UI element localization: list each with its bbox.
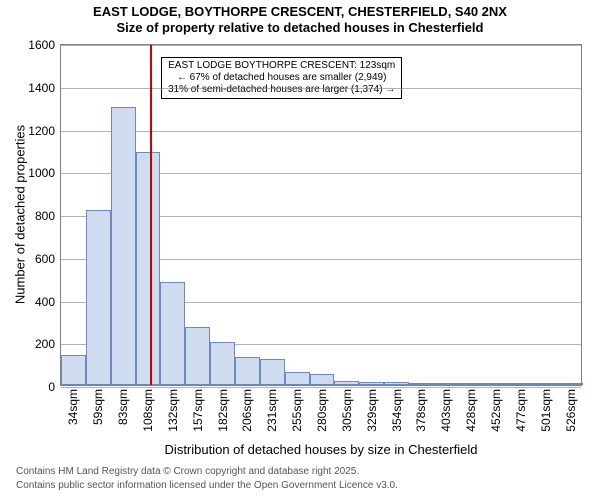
- annotation-line-3: 31% of semi-detached houses are larger (…: [168, 84, 395, 96]
- xtick-label: 477sqm: [514, 389, 528, 432]
- xtick-label: 206sqm: [240, 389, 254, 432]
- ytick-label: 1200: [28, 124, 55, 138]
- xtick-label: 526sqm: [564, 389, 578, 432]
- gridline: [61, 45, 581, 46]
- gridline: [61, 88, 581, 89]
- xtick-label: 280sqm: [315, 389, 329, 432]
- bar: [111, 107, 136, 385]
- xtick-label: 59sqm: [91, 389, 105, 425]
- xtick-label: 403sqm: [439, 389, 453, 432]
- bar: [160, 282, 185, 385]
- bar: [86, 210, 111, 385]
- bar: [359, 382, 384, 385]
- annotation-line-2: ← 67% of detached houses are smaller (2,…: [168, 72, 395, 84]
- ytick-label: 200: [35, 337, 55, 351]
- ytick-label: 0: [48, 380, 55, 394]
- titles: EAST LODGE, BOYTHORPE CRESCENT, CHESTERF…: [0, 0, 600, 35]
- bar: [434, 383, 459, 385]
- ytick-label: 400: [35, 295, 55, 309]
- annotation-line-1: EAST LODGE BOYTHORPE CRESCENT: 123sqm: [168, 60, 395, 72]
- xtick-label: 305sqm: [340, 389, 354, 432]
- xtick-label: 83sqm: [116, 389, 130, 425]
- chart-container: EAST LODGE, BOYTHORPE CRESCENT, CHESTERF…: [0, 0, 600, 500]
- bar: [136, 152, 161, 385]
- xtick-label: 157sqm: [191, 389, 205, 432]
- x-axis-label: Distribution of detached houses by size …: [60, 442, 582, 457]
- xtick-label: 132sqm: [166, 389, 180, 432]
- xtick-label: 329sqm: [365, 389, 379, 432]
- xtick-label: 501sqm: [539, 389, 553, 432]
- bar: [558, 383, 583, 385]
- xtick-label: 354sqm: [390, 389, 404, 432]
- bar: [334, 381, 359, 385]
- footer-line-2: Contains public sector information licen…: [16, 480, 398, 491]
- gridline: [61, 387, 581, 388]
- ytick-label: 600: [35, 252, 55, 266]
- annotation-box: EAST LODGE BOYTHORPE CRESCENT: 123sqm ← …: [161, 57, 402, 99]
- marker-line: [150, 45, 152, 385]
- bar: [384, 382, 409, 385]
- bar: [185, 327, 210, 385]
- bar: [409, 383, 434, 385]
- title-line-1: EAST LODGE, BOYTHORPE CRESCENT, CHESTERF…: [0, 4, 600, 20]
- bar: [484, 383, 509, 385]
- bar: [459, 383, 484, 385]
- title-line-2: Size of property relative to detached ho…: [0, 20, 600, 36]
- xtick-label: 452sqm: [489, 389, 503, 432]
- ytick-label: 1600: [28, 38, 55, 52]
- footer-line-1: Contains HM Land Registry data © Crown c…: [16, 466, 359, 477]
- bar: [508, 383, 533, 385]
- xtick-label: 108sqm: [141, 389, 155, 432]
- xtick-label: 182sqm: [216, 389, 230, 432]
- gridline: [61, 131, 581, 132]
- bar: [61, 355, 86, 385]
- bar: [285, 372, 310, 385]
- xtick-label: 231sqm: [265, 389, 279, 432]
- xtick-label: 428sqm: [464, 389, 478, 432]
- xtick-label: 378sqm: [414, 389, 428, 432]
- bar: [260, 359, 285, 385]
- xtick-label: 255sqm: [290, 389, 304, 432]
- y-axis-label: Number of detached properties: [13, 115, 28, 315]
- ytick-label: 1400: [28, 81, 55, 95]
- bar: [210, 342, 235, 385]
- ytick-label: 1000: [28, 166, 55, 180]
- bar: [235, 357, 260, 385]
- xtick-label: 34sqm: [66, 389, 80, 425]
- ytick-label: 800: [35, 209, 55, 223]
- bar: [533, 383, 558, 385]
- bar: [310, 374, 335, 385]
- plot-area: EAST LODGE BOYTHORPE CRESCENT: 123sqm ← …: [60, 44, 582, 386]
